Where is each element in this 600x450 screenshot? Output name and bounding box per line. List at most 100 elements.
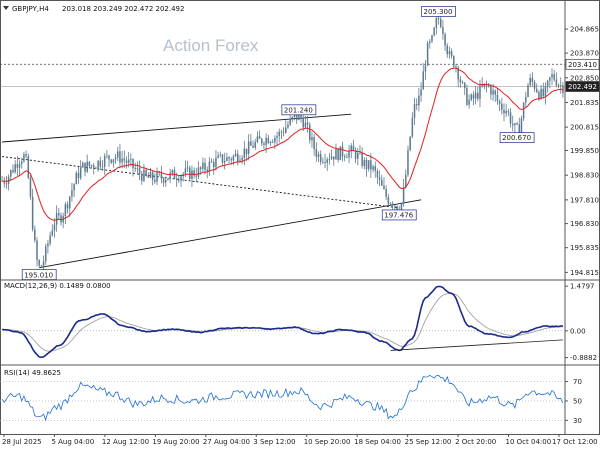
time-tick-label: 28 Jul 2025: [2, 438, 42, 446]
price-tick-label: 203.870: [570, 50, 599, 58]
candle-body: [199, 167, 202, 169]
candle-body: [435, 18, 438, 28]
candle-body: [162, 178, 165, 183]
candle-body: [278, 131, 280, 137]
candle-body: [357, 152, 359, 159]
candle-body: [326, 159, 328, 163]
macd-panel[interactable]: 1.4797 0.00 -0.8882 MACD(12,26,9) 0.1489 0…: [0, 282, 597, 362]
swing-label-box: [21, 269, 57, 281]
swing-label: 200.670: [502, 134, 531, 142]
candle-body: [147, 175, 150, 178]
candle-body: [106, 155, 108, 157]
candle-body: [58, 213, 60, 216]
rsi-panel[interactable]: 70 50 30 RSI(14) 49.8625: [0, 369, 582, 425]
candle-body: [84, 162, 86, 172]
candle-body: [391, 203, 394, 206]
candle-body: [535, 88, 538, 92]
candle-body: [381, 179, 383, 186]
trend-line: [2, 156, 400, 209]
candle-body: [16, 164, 19, 168]
rsi-tick-label: 30: [573, 417, 582, 425]
candle-body: [38, 260, 40, 266]
candle-body: [553, 74, 555, 80]
price-tick-label: 204.865: [570, 26, 599, 34]
time-axis: 28 Jul 2025 5 Aug 04:00 12 Aug 12:00 19 Aug…: [2, 434, 598, 446]
candle-body: [71, 190, 73, 197]
candle-body: [23, 154, 25, 162]
symbol-dropdown-icon[interactable]: [3, 6, 9, 10]
candle-body: [474, 92, 477, 99]
candle-body: [518, 124, 521, 134]
candle-body: [243, 148, 246, 158]
candle-body: [208, 161, 211, 172]
candle-body: [433, 27, 435, 36]
candle-body: [501, 103, 503, 110]
candle-body: [420, 89, 422, 96]
candle-body: [226, 157, 228, 161]
candle-body: [330, 156, 333, 160]
candle-body: [348, 150, 350, 158]
time-tick-label: 19 Aug 20:00: [152, 438, 199, 446]
candle-body: [367, 160, 370, 169]
candle-body: [457, 67, 459, 80]
candle-body: [40, 265, 43, 267]
candle-body: [394, 205, 396, 207]
candle-body: [29, 177, 32, 197]
candle-body: [350, 145, 353, 151]
candle-body: [315, 149, 318, 157]
candle-body: [154, 179, 156, 182]
candle-body: [250, 141, 252, 146]
candle-body: [431, 35, 433, 42]
candle-body: [522, 102, 525, 119]
time-tick-label: 12 Aug 12:00: [102, 438, 149, 446]
candle-body: [407, 150, 409, 175]
price-candles[interactable]: [1, 11, 564, 272]
candle-body: [437, 18, 440, 19]
candle-body: [119, 151, 121, 163]
candle-body: [3, 180, 6, 184]
rsi-tick-label: 70: [573, 378, 582, 386]
candle-body: [55, 213, 58, 225]
candle-body: [291, 116, 294, 119]
candle-body: [167, 178, 169, 181]
macd-support-line: [390, 339, 563, 351]
candle-body: [333, 156, 335, 160]
candle-body: [324, 161, 326, 163]
candle-body: [245, 148, 248, 154]
candle-body: [237, 153, 239, 162]
candle-body: [95, 167, 97, 169]
candle-body: [426, 43, 429, 66]
swing-label: 205.300: [424, 8, 453, 16]
candle-body: [134, 168, 136, 170]
candle-body: [280, 131, 283, 133]
candle-body: [293, 114, 296, 117]
price-tick-label: 198.830: [570, 172, 599, 180]
symbol-label: GBPJPY,H4: [12, 5, 49, 13]
candle-body: [529, 77, 531, 86]
candle-body: [276, 136, 278, 138]
time-tick-label: 10 Sep 20:00: [304, 438, 351, 446]
candle-body: [156, 172, 158, 182]
candle-body: [413, 103, 416, 118]
trend-line: [39, 199, 422, 269]
candle-body: [304, 122, 307, 128]
candle-body: [520, 118, 523, 134]
macd-tick-label: 0.00: [570, 327, 586, 335]
current-price-box-label: 202.492: [568, 83, 597, 91]
macd-signal-line: [2, 293, 563, 352]
candle-body: [188, 167, 191, 179]
candle-body: [470, 94, 473, 100]
candle-body: [143, 169, 145, 181]
candle-body: [228, 157, 230, 159]
candle-body: [361, 152, 363, 166]
candle-body: [418, 95, 420, 106]
candle-body: [53, 224, 56, 231]
candle-body: [230, 158, 232, 161]
candle-body: [542, 88, 545, 97]
candle-body: [77, 172, 80, 179]
candle-body: [178, 179, 180, 181]
candle-body: [202, 162, 204, 169]
watermark: Action Forex: [163, 36, 259, 55]
chart-frame: [0, 0, 600, 435]
